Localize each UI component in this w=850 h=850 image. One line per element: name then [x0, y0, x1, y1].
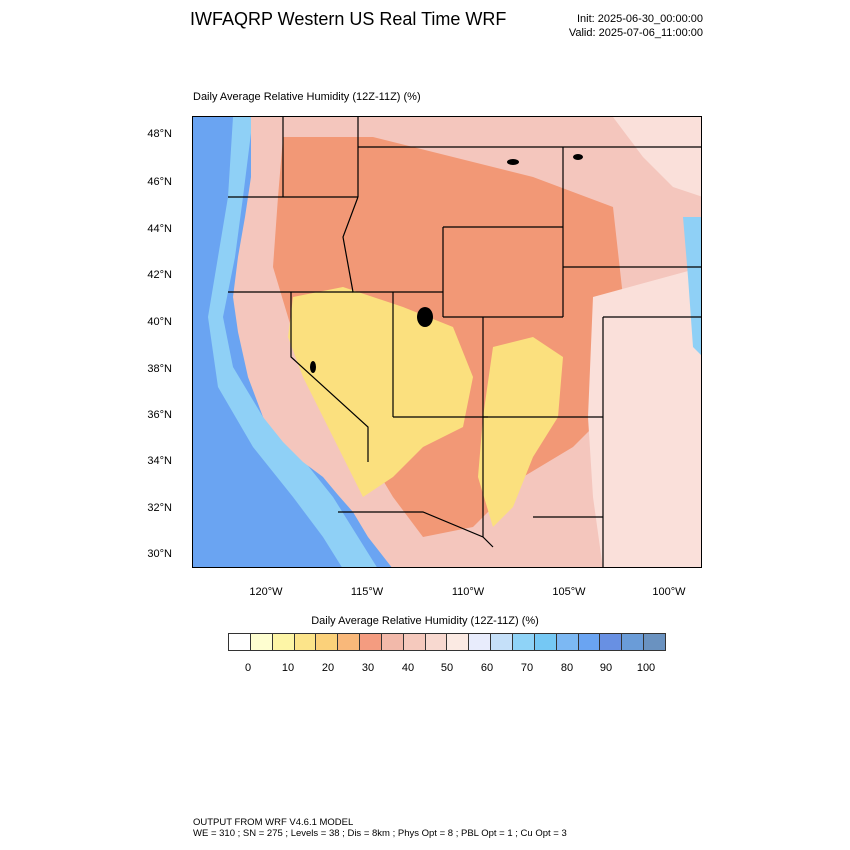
- colorbar-box-0: [229, 634, 251, 650]
- lakes: [310, 154, 583, 373]
- colorbar-label-50: 50: [440, 662, 454, 674]
- gulf-humid-region: [683, 217, 701, 355]
- colorbar-label-0: 0: [244, 662, 252, 674]
- colorbar-box-16: [578, 634, 601, 650]
- colorbar-box-2: [272, 634, 295, 650]
- colorbar-label-20: 20: [321, 662, 335, 674]
- colorbar-box-3: [294, 634, 317, 650]
- lat-label-32: 32°N: [147, 502, 172, 514]
- colorbar-box-6: [360, 634, 382, 650]
- map-title: Daily Average Relative Humidity (12Z-11Z…: [193, 91, 421, 103]
- lon-label-120: 120°W: [249, 586, 283, 598]
- lat-label-44: 44°N: [147, 223, 172, 235]
- colorbar-box-15: [556, 634, 579, 650]
- lat-label-48: 48°N: [147, 128, 172, 140]
- lat-label-34: 34°N: [147, 455, 172, 467]
- colorbar-label-80: 80: [560, 662, 574, 674]
- colorbar-box-9: [425, 634, 448, 650]
- lon-label-100: 100°W: [652, 586, 686, 598]
- map-panel: [192, 116, 702, 568]
- lon-label-115: 115°W: [350, 586, 384, 598]
- colorbar-box-13: [512, 634, 535, 650]
- lat-label-30: 30°N: [147, 548, 172, 560]
- colorbar-box-19: [644, 634, 665, 650]
- colorbar: [228, 633, 666, 651]
- colorbar-box-12: [491, 634, 513, 650]
- init-time: Init: 2025-06-30_00:00:00: [577, 13, 703, 25]
- state-borders: [228, 117, 701, 567]
- colorbar-label-60: 60: [480, 662, 494, 674]
- colorbar-label-100: 100: [636, 662, 656, 674]
- colorbar-box-4: [316, 634, 339, 650]
- lat-label-36: 36°N: [147, 409, 172, 421]
- lat-label-38: 38°N: [147, 363, 172, 375]
- colorbar-box-14: [534, 634, 557, 650]
- northern-plains-humid-region: [613, 117, 701, 197]
- colorbar-label-70: 70: [520, 662, 534, 674]
- desert-low-humidity-region: [288, 287, 473, 497]
- colorbar-box-18: [622, 634, 645, 650]
- main-title: IWFAQRP Western US Real Time WRF: [190, 9, 507, 29]
- lat-label-46: 46°N: [147, 176, 172, 188]
- colorbar-box-1: [250, 634, 273, 650]
- colorbar-box-17: [600, 634, 623, 650]
- valid-time: Valid: 2025-07-06_11:00:00: [568, 27, 703, 39]
- lat-label-42: 42°N: [147, 269, 172, 281]
- lat-label-40: 40°N: [147, 316, 172, 328]
- colorbar-label-40: 40: [401, 662, 415, 674]
- colorbar-label-90: 90: [599, 662, 613, 674]
- colorbar-box-7: [381, 634, 404, 650]
- colorbar-box-11: [469, 634, 492, 650]
- lon-label-110: 110°W: [451, 586, 485, 598]
- colorbar-box-5: [338, 634, 361, 650]
- model-info-line2: WE = 310 ; SN = 275 ; Levels = 38 ; Dis …: [193, 828, 567, 839]
- coastal-humid-band: [208, 117, 377, 567]
- colorbar-label-30: 30: [361, 662, 375, 674]
- lon-label-105: 105°W: [552, 586, 586, 598]
- colorbar-title: Daily Average Relative Humidity (12Z-11Z…: [311, 615, 539, 627]
- colorbar-label-10: 10: [281, 662, 295, 674]
- humidity-map: [193, 117, 701, 567]
- model-info-line1: OUTPUT FROM WRF V4.6.1 MODEL: [193, 817, 354, 828]
- colorbar-box-8: [403, 634, 426, 650]
- desert-low-humidity-region-east: [478, 337, 563, 527]
- colorbar-box-10: [447, 634, 470, 650]
- humid-plains-region: [588, 267, 701, 567]
